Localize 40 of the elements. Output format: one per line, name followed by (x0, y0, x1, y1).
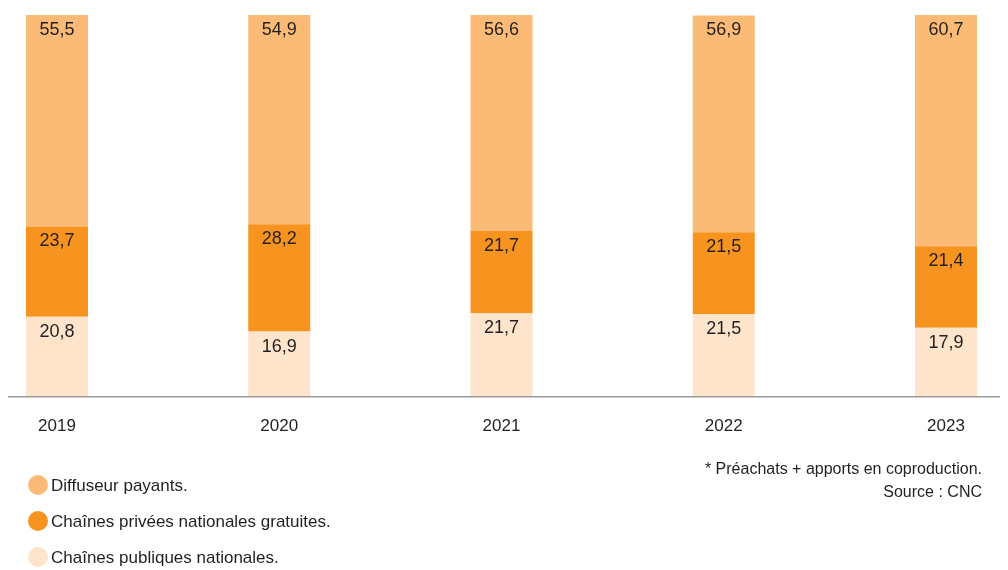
bar (470, 313, 533, 396)
bar (26, 226, 88, 317)
data-label: 23,7 (39, 230, 75, 251)
text: * Préachats + apports en coproduction. (704, 460, 982, 478)
x-tick-label: 2020 (260, 415, 299, 435)
data-label: 16,9 (261, 335, 297, 356)
x-tick-label: 2023 (927, 415, 965, 435)
bar (692, 232, 755, 315)
bar (915, 15, 977, 247)
legend-label: Chaînes privées nationales gratuites. (51, 511, 331, 531)
data-label: 60,7 (928, 18, 964, 39)
data-label: 21,7 (483, 234, 520, 255)
bar (470, 15, 533, 231)
bar (692, 314, 755, 396)
data-label: 54,9 (261, 18, 297, 39)
data-label: 56,9 (706, 19, 742, 40)
bar (248, 224, 311, 332)
legend-label: Chaînes publiques nationales. (51, 547, 279, 567)
data-label: 28,2 (261, 228, 297, 249)
legend-label: Diffuseur payants. (51, 475, 188, 495)
x-tick-label: 2019 (38, 415, 76, 435)
bar (470, 230, 533, 314)
data-label: 56,6 (483, 18, 520, 39)
x-tick-label: 2021 (482, 415, 521, 435)
bar (915, 327, 977, 396)
bar (692, 15, 755, 233)
data-label: 55,5 (39, 18, 75, 39)
bar (248, 331, 311, 396)
data-label: 20,8 (39, 320, 75, 341)
x-tick-label: 2022 (704, 415, 743, 435)
source-note: Source : CNC (883, 483, 982, 501)
data-label: 21,5 (706, 236, 742, 257)
bar (248, 15, 311, 225)
data-label: 17,9 (928, 331, 964, 352)
data-label: 21,5 (706, 318, 742, 339)
bar (26, 15, 88, 227)
bar (915, 246, 977, 328)
data-label: 21,4 (928, 250, 964, 271)
data-label: 21,7 (483, 317, 520, 338)
bar (26, 316, 88, 396)
